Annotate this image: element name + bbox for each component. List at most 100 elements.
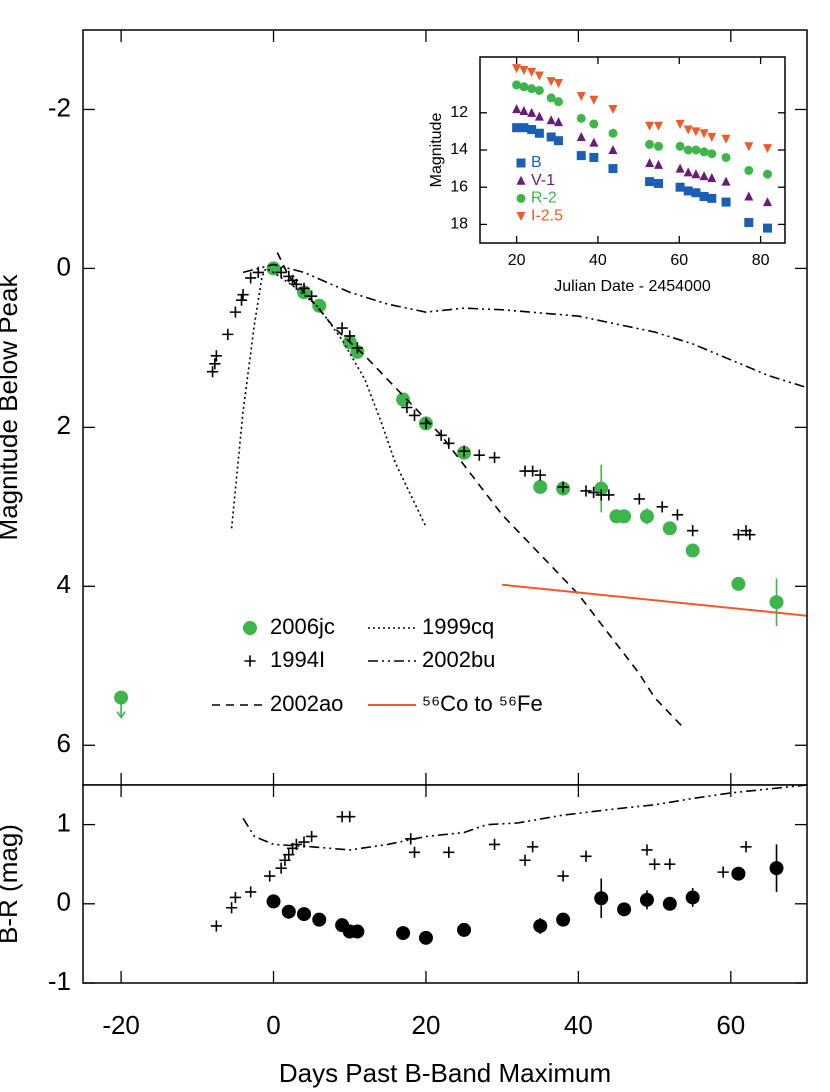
legend-marker [516,193,526,203]
y-tick-label: 0 [57,887,71,917]
data-point [336,322,348,334]
data-point [229,891,242,904]
series-line [230,267,427,529]
data-point [396,926,411,941]
y-tick-label: -2 [48,92,71,122]
data-point [717,866,729,878]
legend-label: V-1 [531,172,555,189]
x-axis-label: Days Past B-Band Maximum [279,1058,611,1088]
data-point [222,328,234,340]
legend-marker [243,621,257,635]
plot-area [210,785,807,945]
data-point [707,193,717,203]
data-point [645,158,655,168]
data-point [654,159,664,169]
x-tick-label: -20 [102,1010,140,1040]
data-point [699,171,709,181]
data-point [297,907,312,922]
data-point [519,123,529,133]
data-point [699,192,709,201]
data-point [473,449,485,461]
data-point [576,132,586,142]
data-point [691,127,701,137]
data-point [534,128,544,138]
data-point [458,445,470,457]
y-axis-label: Magnitude Below Peak [0,274,23,541]
data-point [589,137,599,147]
data-point [691,188,701,198]
data-point [664,858,676,870]
data-point [671,509,684,521]
data-point [245,272,257,284]
data-point [527,125,537,135]
data-point [687,525,699,537]
y-tick-label: 12 [450,104,468,121]
y-tick-label: 16 [450,178,468,195]
data-point [589,119,599,129]
data-point [662,896,677,911]
legend-label: 1994I [270,647,325,672]
data-point [527,67,537,77]
data-point [401,401,413,414]
series-line [242,263,807,389]
data-point [534,71,544,81]
x-tick-label: 0 [266,1010,280,1040]
data-point [763,197,773,207]
x-axis-label: Julian Date - 2454000 [554,278,711,295]
data-point [527,84,537,94]
data-point [210,350,222,362]
data-point [589,95,599,105]
data-point [557,870,569,882]
data-point [206,366,219,378]
data-point [519,82,529,92]
data-point [594,891,609,906]
data-point [707,172,717,182]
plot-background [83,785,807,983]
data-point [344,811,356,823]
data-point [576,113,586,123]
data-point [553,117,563,127]
data-point [691,145,701,155]
x-tick-label: 20 [508,252,526,269]
data-point [683,186,693,196]
data-point [546,115,556,125]
data-point [744,165,754,175]
data-point [576,151,586,161]
data-point [264,870,276,882]
legend-label: B [531,154,542,171]
data-point [763,223,773,233]
data-point [675,163,685,173]
data-point [633,493,645,505]
data-point [408,846,421,858]
data-point [721,197,731,207]
data-point [769,595,784,610]
data-point [546,77,556,87]
data-point [235,294,248,306]
data-point [769,861,784,876]
data-point [641,844,653,856]
data-point [731,576,746,591]
x-tick-label: 60 [670,252,688,269]
data-point [556,912,571,927]
data-point [312,298,327,313]
data-point [675,141,685,151]
data-point [557,481,569,493]
data-point [603,489,615,501]
data-point [744,142,754,152]
data-point [645,121,655,131]
data-point [533,479,548,494]
data-point [281,904,296,919]
data-point [639,892,654,907]
data-point [608,105,618,115]
data-point [683,125,693,135]
data-point [519,65,529,75]
data-point [553,78,563,88]
plot-frame [479,56,786,244]
data-point [351,342,363,354]
data-point [527,107,537,117]
data-point [266,894,281,909]
data-point [744,529,756,541]
data-point [639,509,654,524]
data-point [732,529,745,541]
data-point [685,890,700,905]
